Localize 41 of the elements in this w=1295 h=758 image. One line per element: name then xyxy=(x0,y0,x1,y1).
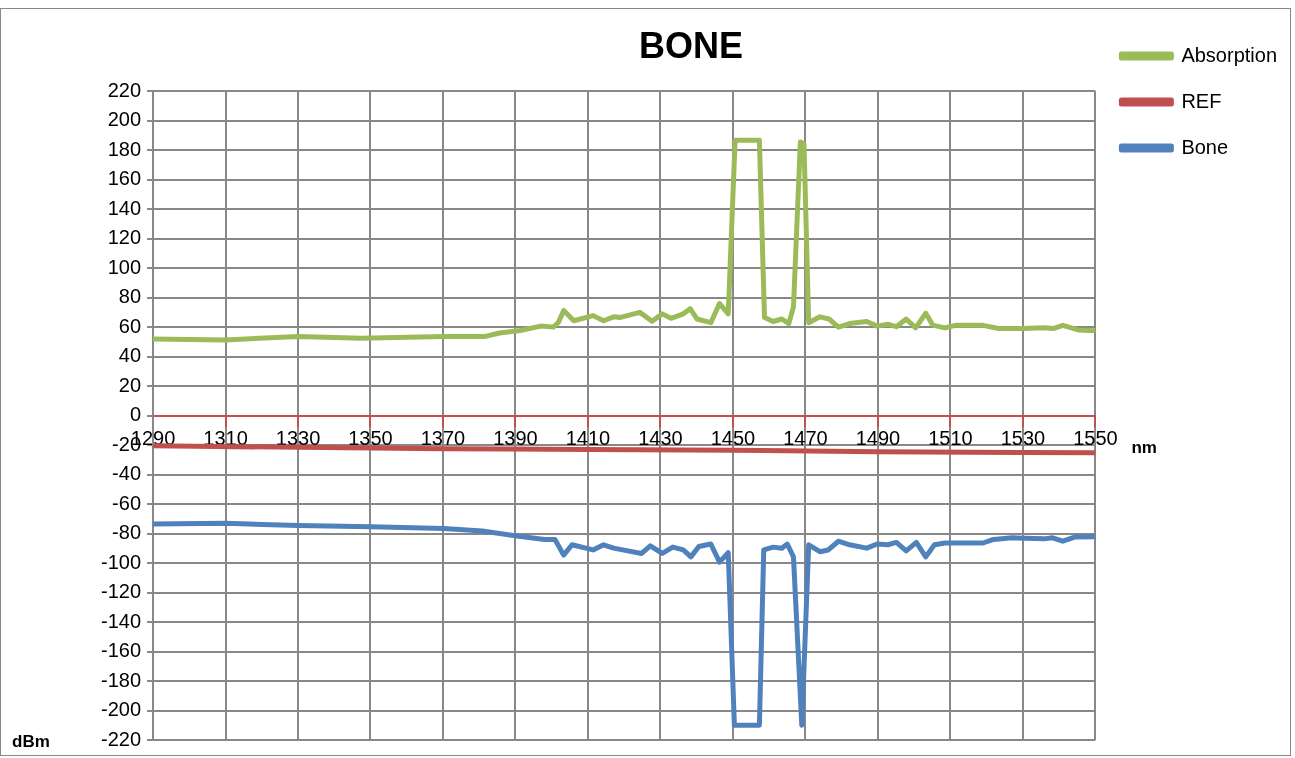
y-tick-label: 40 xyxy=(118,344,142,367)
y-tick-label: -40 xyxy=(112,462,142,485)
y-tick-label: 100 xyxy=(107,255,142,278)
y-axis-title: dBm xyxy=(12,731,50,751)
x-tick-label: 1470 xyxy=(783,427,828,450)
y-tick-label: 200 xyxy=(107,108,142,131)
x-tick-label: 1550 xyxy=(1073,427,1118,450)
chart-title: BONE xyxy=(638,24,744,66)
y-tick-label: -220 xyxy=(101,727,142,750)
y-tick-label: 120 xyxy=(107,226,142,249)
x-tick-label: 1350 xyxy=(348,427,393,450)
y-tick-label: 60 xyxy=(118,314,142,337)
y-tick-label: -180 xyxy=(101,668,142,691)
y-tick-label: -80 xyxy=(112,521,142,544)
y-tick-label: 80 xyxy=(118,285,142,308)
y-tick-label: 140 xyxy=(107,196,142,219)
y-tick-label: 160 xyxy=(107,167,142,190)
y-tick-label: 20 xyxy=(118,373,142,396)
legend-label: Absorption xyxy=(1181,43,1278,66)
y-tick-label: 180 xyxy=(107,137,142,160)
x-tick-label: 1390 xyxy=(493,427,538,450)
y-tick-label: 220 xyxy=(107,78,142,101)
y-tick-label: -200 xyxy=(101,698,142,721)
y-tick-label: -100 xyxy=(101,550,142,573)
x-axis-title: nm xyxy=(1131,438,1157,458)
y-tick-label: -60 xyxy=(112,491,142,514)
x-tick-label: 1370 xyxy=(420,427,466,450)
x-tick-label: 1410 xyxy=(565,427,611,450)
x-tick-label: 1510 xyxy=(928,427,973,450)
x-tick-label: 1330 xyxy=(275,427,321,450)
x-tick-label: 1490 xyxy=(855,427,901,450)
x-tick-label: 1530 xyxy=(1000,427,1046,450)
x-tick-label: 1310 xyxy=(203,427,248,450)
y-tick-label: -160 xyxy=(101,639,142,662)
legend-label: REF xyxy=(1181,89,1222,112)
y-tick-label: -120 xyxy=(101,580,142,603)
x-tick-label: 1430 xyxy=(638,427,683,450)
y-tick-label: -140 xyxy=(101,609,142,632)
legend-label: Bone xyxy=(1181,135,1229,158)
x-tick-label: 1450 xyxy=(710,427,756,450)
y-tick-label: 0 xyxy=(129,403,142,426)
